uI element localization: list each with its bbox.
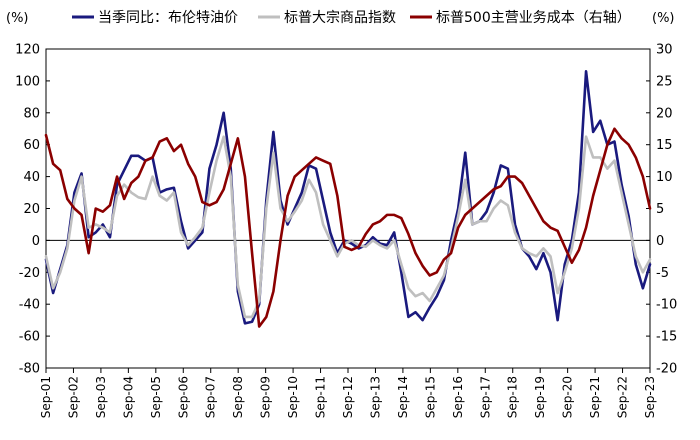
x-tick-label: Sep-23 (643, 376, 657, 418)
left-tick-label: 120 (15, 43, 40, 58)
left-tick-label: 0 (32, 234, 40, 249)
series-line-2 (44, 135, 652, 319)
right-tick-label: 20 (656, 106, 673, 121)
legend-label-3: 标普500主营业务成本（右轴） (436, 10, 631, 26)
x-tick-label: Sep-03 (94, 376, 108, 418)
x-tick-label: Sep-01 (39, 376, 53, 418)
right-tick-label: -20 (656, 362, 677, 377)
left-tick-label: -80 (19, 362, 40, 377)
x-tick-label: Sep-16 (451, 376, 465, 418)
x-tick-label: Sep-07 (204, 376, 218, 418)
x-tick-label: Sep-09 (259, 376, 273, 418)
x-tick-label: Sep-05 (149, 376, 163, 418)
x-tick-label: Sep-10 (286, 376, 300, 418)
right-axis-unit-label: (%) (652, 11, 675, 26)
x-tick-label: Sep-19 (533, 376, 547, 418)
x-tick-label: Sep-18 (506, 376, 520, 418)
left-axis-unit-label: (%) (6, 11, 29, 26)
x-tick-label: Sep-14 (396, 376, 410, 418)
x-tick-label: Sep-02 (66, 376, 80, 418)
left-tick-label: -20 (19, 266, 40, 281)
right-tick-label: 0 (656, 234, 664, 249)
right-tick-label: -5 (656, 266, 669, 281)
x-tick-label: Sep-22 (616, 376, 630, 418)
legend-label-1: 当季同比：布伦特油价 (98, 10, 238, 26)
x-tick-label: Sep-17 (478, 376, 492, 418)
left-tick-label: 60 (23, 138, 40, 153)
x-tick-label: Sep-04 (121, 376, 135, 418)
x-tick-label: Sep-06 (176, 376, 190, 418)
series-line-3 (44, 127, 652, 328)
x-tick-label: Sep-11 (314, 376, 328, 418)
left-tick-label: -60 (19, 330, 40, 345)
right-tick-label: 25 (656, 74, 673, 89)
x-tick-label: Sep-13 (368, 376, 382, 418)
left-tick-label: 80 (23, 106, 40, 121)
right-tick-label: 10 (656, 170, 673, 185)
right-tick-label: 30 (656, 43, 673, 58)
left-tick-label: 40 (23, 170, 40, 185)
x-tick-label: Sep-08 (231, 376, 245, 418)
right-tick-label: -10 (656, 298, 677, 313)
x-tick-label: Sep-12 (341, 376, 355, 418)
legend-label-2: 标普大宗商品指数 (284, 10, 396, 26)
x-tick-label: Sep-15 (423, 376, 437, 418)
left-tick-label: 20 (23, 202, 40, 217)
x-tick-label: Sep-21 (588, 376, 602, 418)
left-tick-label: -40 (19, 298, 40, 313)
right-tick-label: -15 (656, 330, 677, 345)
right-tick-label: 5 (656, 202, 664, 217)
right-tick-label: 15 (656, 138, 673, 153)
left-tick-label: 100 (15, 74, 40, 89)
plot-frame (45, 48, 651, 369)
x-tick-label: Sep-20 (561, 376, 575, 418)
